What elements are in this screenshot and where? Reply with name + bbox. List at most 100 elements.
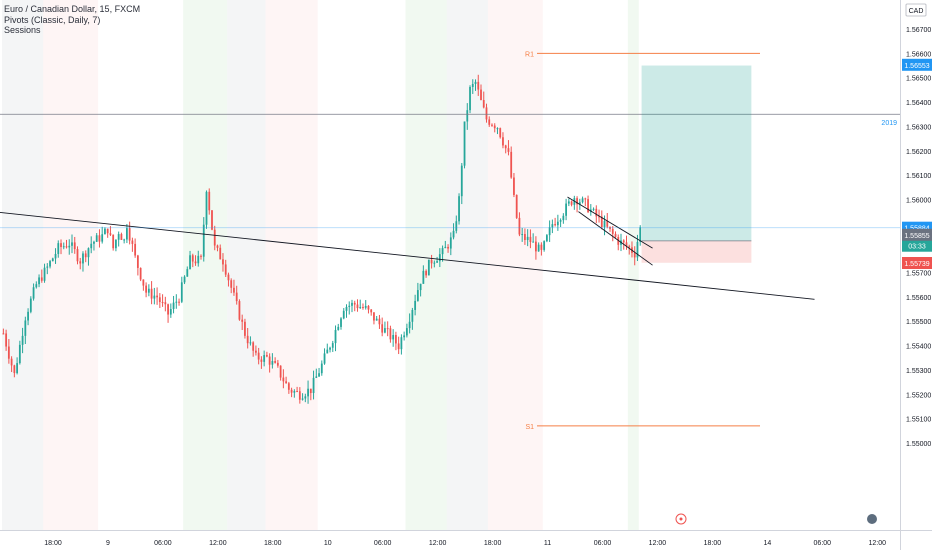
candle-body: [84, 253, 87, 258]
candle-body: [175, 301, 178, 303]
candle-body: [172, 302, 175, 310]
candle-body: [491, 124, 493, 126]
candle-body: [460, 165, 463, 197]
candle-body: [463, 121, 466, 166]
channel-line: [567, 196, 653, 249]
position-profit-zone: [641, 65, 752, 241]
candle-body: [51, 258, 54, 262]
candle-body: [556, 221, 559, 226]
candle-body: [169, 309, 172, 315]
candle-body: [570, 201, 573, 205]
candle-body: [449, 237, 452, 249]
candle-body: [35, 284, 38, 288]
candle-body: [515, 194, 518, 218]
candle-body: [493, 125, 496, 129]
candle-body: [112, 234, 115, 249]
candle-body: [180, 282, 183, 302]
y-tick-label: 1.56600: [906, 51, 931, 58]
chart-legend: Euro / Canadian Dollar, 15, FXCM Pivots …: [4, 4, 140, 36]
candle-body: [304, 396, 307, 399]
candle-body: [545, 235, 548, 242]
candle-body: [315, 376, 318, 378]
y-tick-label: 1.55400: [906, 344, 931, 351]
level-2019-label: 2019: [881, 120, 897, 127]
candle-body: [249, 342, 252, 344]
y-tick-label: 1.56700: [906, 27, 931, 34]
candle-body: [329, 347, 331, 350]
candle-body: [422, 270, 425, 284]
candle-body: [244, 321, 246, 336]
candle-body: [95, 235, 98, 242]
candle-body: [565, 203, 567, 216]
event-flag-icon: [675, 513, 687, 525]
y-tick-label: 1.55100: [906, 417, 931, 424]
currency-label: CAD: [909, 8, 924, 15]
sessions-indicator-label[interactable]: Sessions: [4, 25, 41, 35]
candle-body: [606, 220, 609, 227]
candle-body: [18, 344, 21, 364]
price-tag-label: 1.55855: [904, 233, 929, 240]
candle-body: [76, 249, 79, 262]
candle-body: [312, 377, 315, 394]
candle-body: [205, 191, 208, 225]
x-tick-label: 12:00: [868, 540, 886, 547]
candle-body: [381, 324, 384, 333]
candle-body: [46, 266, 49, 268]
channel-line: [578, 211, 653, 266]
candle-body: [356, 304, 359, 309]
candle-body: [425, 270, 428, 276]
candle-body: [65, 246, 68, 248]
candle-body: [60, 243, 62, 247]
price-tag: [902, 58, 932, 71]
y-tick-label: 1.55600: [906, 295, 931, 302]
price-tag-label: 1.56553: [904, 63, 929, 70]
position-loss-zone: [641, 240, 752, 263]
x-tick-label: 06:00: [374, 540, 392, 547]
candle-body: [29, 298, 32, 312]
candle-body: [224, 264, 227, 275]
candle-body: [622, 240, 625, 243]
candle-body: [323, 353, 326, 364]
pivots-indicator-label[interactable]: Pivots (Classic, Daily, 7): [4, 14, 101, 25]
candle-body: [222, 259, 224, 265]
candle-body: [537, 244, 540, 252]
candle-body: [419, 283, 422, 291]
candle-body: [430, 259, 433, 264]
candle-body: [340, 318, 342, 327]
candle-body: [252, 342, 255, 351]
candle-body: [362, 307, 364, 309]
session-band: [2, 0, 44, 530]
candle-body: [353, 302, 356, 305]
candle-body: [274, 361, 277, 363]
candle-body: [584, 198, 587, 200]
candle-body: [504, 145, 507, 149]
candle-body: [153, 295, 156, 299]
price-tag: [902, 228, 932, 241]
candle-body: [535, 241, 537, 252]
candle-body: [260, 359, 263, 362]
candle-body: [318, 373, 320, 377]
candle-body: [115, 239, 117, 249]
x-tick-label: 12:00: [209, 540, 227, 547]
candle-body: [71, 242, 73, 246]
candle-body: [136, 255, 139, 268]
y-tick-label: 1.56100: [906, 173, 931, 180]
candle-body: [427, 259, 430, 276]
x-tick-label: 10: [324, 540, 332, 547]
candle-body: [73, 242, 76, 250]
candle-body: [186, 269, 189, 277]
candle-body: [265, 355, 268, 357]
candle-body: [2, 333, 5, 335]
candle-body: [375, 318, 378, 321]
candle-body: [208, 191, 211, 211]
candle-body: [82, 253, 84, 264]
candle-body: [285, 381, 288, 384]
candle-body: [235, 292, 238, 302]
candle-body: [134, 243, 137, 256]
candle-body: [485, 107, 488, 120]
candle-body: [474, 81, 477, 84]
candle-body: [21, 335, 24, 345]
candle-body: [543, 241, 546, 250]
candle-body: [38, 277, 40, 285]
